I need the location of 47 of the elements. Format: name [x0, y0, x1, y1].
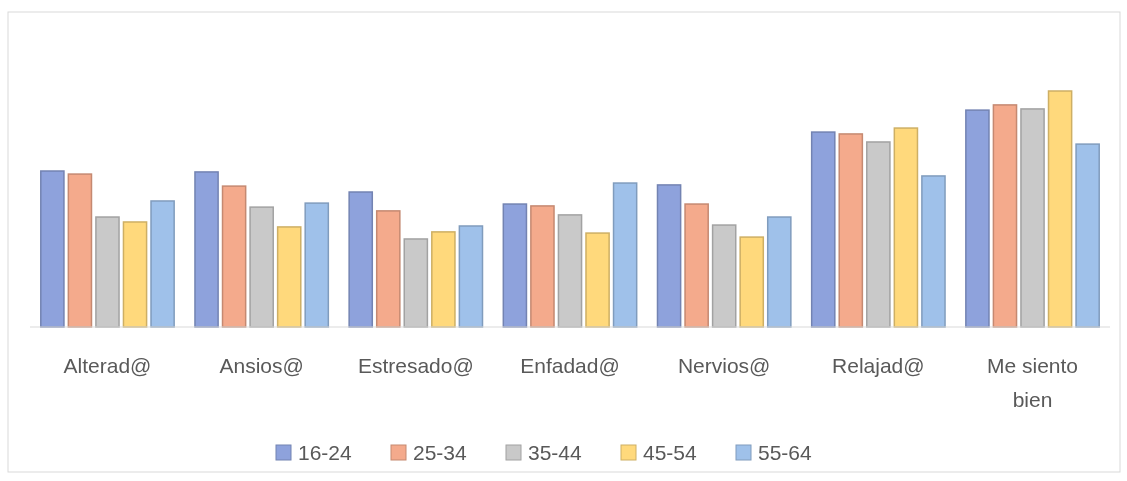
bar	[67, 173, 93, 328]
bar	[276, 226, 302, 328]
x-tick-label: Me siento bien	[987, 354, 1079, 411]
bar	[766, 216, 792, 328]
bar	[992, 104, 1018, 328]
bar	[502, 203, 528, 328]
legend-label: 45-54	[643, 441, 698, 464]
x-tick-label: Enfadad@	[520, 354, 620, 377]
bar	[375, 210, 401, 328]
bar	[585, 232, 610, 328]
bar	[810, 131, 836, 328]
bar	[530, 205, 555, 328]
x-tick-label: Relajad@	[832, 354, 925, 377]
bar	[656, 184, 682, 328]
x-tick-label: Estresado@	[357, 354, 474, 377]
bar	[1075, 143, 1100, 328]
x-tick-label: Nervios@	[677, 354, 771, 377]
bar	[739, 236, 765, 328]
bar	[194, 171, 219, 328]
bar	[1020, 108, 1045, 328]
bar	[893, 127, 919, 328]
legend-label: 25-34	[413, 441, 468, 464]
bar	[866, 141, 891, 328]
bar	[921, 175, 946, 328]
bar	[684, 203, 709, 328]
bar	[838, 133, 864, 328]
bar	[221, 185, 247, 328]
bar	[40, 170, 65, 328]
bar	[95, 216, 120, 328]
bar	[304, 202, 330, 328]
bar	[965, 109, 990, 328]
legend-label: 16-24	[298, 441, 353, 464]
bar	[1047, 90, 1073, 328]
x-tick-label: Alterad@	[63, 354, 152, 377]
bar	[557, 214, 583, 328]
bar	[431, 231, 456, 328]
bar	[122, 221, 148, 328]
bar	[711, 224, 737, 328]
legend-label: 35-44	[528, 441, 583, 464]
legend-label: 55-64	[758, 441, 813, 464]
bar	[612, 182, 638, 328]
bar	[150, 200, 175, 328]
bar	[348, 191, 374, 328]
bar	[403, 238, 429, 328]
x-tick-label: Ansios@	[219, 354, 304, 377]
bar	[249, 206, 274, 328]
bar	[458, 225, 484, 328]
